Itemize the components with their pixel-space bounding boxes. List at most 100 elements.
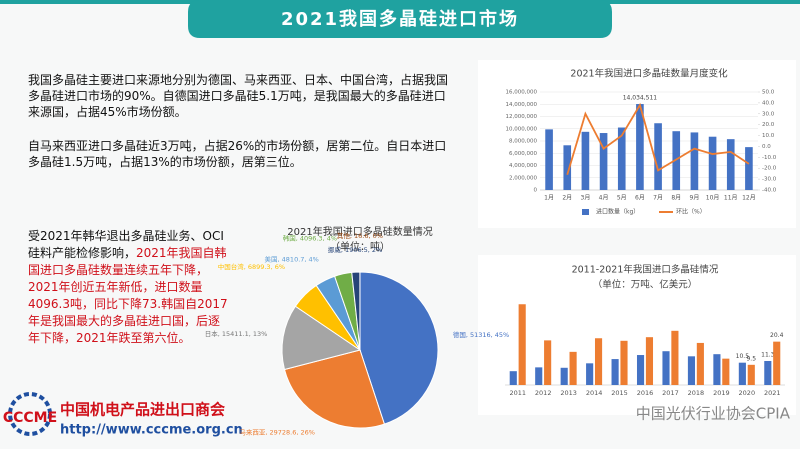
data-label: 德国, 51316, 45% — [453, 330, 509, 339]
logo-gear — [8, 392, 52, 436]
paragraph: 受2021年韩华退出多晶硅业务、OCI硅料产能检修影响，2021年我国自韩国进口… — [28, 228, 230, 347]
bar — [687, 356, 696, 385]
data-label: 韩国, 4096.3, 4% — [283, 234, 337, 243]
highlight-text: 2021年我国自韩国进口多晶硅数量连续五年下降，2021年创近五年新低，进口数量… — [28, 246, 228, 345]
chart-subtitle: （单位：吨） — [330, 240, 390, 253]
x-tick-label: 2月 — [562, 195, 572, 202]
bar — [764, 360, 772, 385]
data-label: 挪威, 1906.5, 2% — [328, 245, 382, 254]
bar — [654, 123, 662, 190]
bar — [738, 362, 746, 385]
x-tick-label: 2013 — [560, 389, 577, 397]
x-tick-label: 2021 — [764, 389, 781, 397]
x-tick-label: 2011 — [509, 389, 526, 397]
x-tick-label: 2014 — [586, 389, 603, 397]
bar — [713, 354, 721, 385]
x-tick-label: 7月 — [653, 195, 663, 202]
bar — [690, 132, 699, 190]
bar — [560, 367, 568, 385]
bar — [617, 127, 626, 190]
x-tick-label: 6月 — [635, 195, 645, 202]
x-tick-label: 2020 — [739, 389, 756, 397]
data-label: 9.5 — [746, 355, 756, 362]
paragraph: 自马来西亚进口多晶硅近3万吨，占据26%的市场份额，居第二位。自日本进口多晶硅1… — [28, 139, 447, 169]
bar — [544, 340, 552, 385]
data-label: 马来西亚, 29728.6, 26% — [239, 428, 315, 436]
x-tick-label: 3月 — [581, 195, 591, 202]
bar — [535, 367, 543, 385]
logo: CCCME 中国机电产品进出口商会 http://www.cccme.org.c… — [3, 392, 243, 438]
chart-title: 2021年我国进口多晶硅数量月度变化 — [570, 68, 728, 80]
bar — [645, 337, 654, 385]
x-tick-label: 2018 — [688, 389, 705, 397]
x-tick-label: 8月 — [671, 195, 681, 202]
x-tick-label: 1月 — [544, 195, 554, 202]
y-tick-label: 14,000,000 — [506, 102, 538, 108]
bar — [671, 330, 679, 385]
y-tick-label: 4,000,000 — [509, 163, 537, 169]
chart-subtitle: （单位：万吨、亿美元） — [593, 279, 698, 291]
bar — [773, 341, 781, 385]
x-tick-label: 9月 — [690, 195, 700, 202]
chart-title: 2021年我国进口多晶硅数量情况 — [287, 225, 432, 238]
y2-tick-label: 50.0 — [762, 90, 775, 96]
y2-tick-label: 0.0 — [762, 144, 771, 150]
y2-tick-label: 20.0 — [762, 122, 775, 128]
data-label: 20.4 — [770, 332, 784, 339]
pie-slice — [359, 271, 439, 425]
y-tick-label: 12,000,000 — [506, 114, 538, 120]
legend-label: 进口数量（kg） — [596, 208, 639, 216]
y2-tick-label: -10.0 — [762, 155, 777, 161]
data-label: 11.3 — [761, 351, 775, 358]
x-tick-label: 2015 — [611, 389, 628, 397]
x-tick-label: 4月 — [599, 195, 609, 202]
bar — [636, 355, 645, 385]
logo-abbr: CCCME — [3, 410, 57, 426]
paragraph: 我国多晶硅主要进口来源地分别为德国、马来西亚、日本、中国台湾，占据我国多晶硅进口… — [28, 73, 449, 119]
y-tick-label: 0 — [534, 188, 538, 194]
bar — [611, 359, 619, 385]
x-tick-label: 5月 — [617, 195, 627, 202]
bar — [586, 363, 594, 385]
y-tick-label: 6,000,000 — [509, 151, 537, 157]
data-label: 日本, 15411.1, 13% — [205, 329, 268, 338]
bar — [545, 129, 553, 190]
bar — [581, 131, 590, 190]
data-label: 美国, 4810.7, 4% — [265, 255, 319, 264]
legend-swatch — [582, 209, 589, 215]
data-label: 中国台湾, 6899.3, 6% — [218, 262, 285, 271]
bar — [662, 351, 670, 385]
x-tick-label: 2019 — [713, 389, 730, 397]
x-tick-label: 10月 — [706, 195, 720, 202]
header-title: 2021我国多晶硅进口市场 — [281, 8, 519, 30]
legend-label: 环比（%） — [676, 208, 706, 216]
logo-name: 中国机电产品进出口商会 — [60, 401, 225, 419]
x-tick-label: 11月 — [724, 195, 738, 202]
x-tick-label: 12月 — [742, 195, 756, 202]
bar — [745, 147, 753, 190]
bar — [518, 304, 526, 385]
watermark: 中国光伏行业协会CPIA — [636, 405, 791, 423]
bar — [509, 371, 517, 385]
bar — [594, 338, 603, 385]
y2-tick-label: 30.0 — [762, 111, 775, 117]
y-tick-label: 8,000,000 — [509, 139, 537, 145]
y2-tick-label: 40.0 — [762, 100, 775, 106]
bar — [708, 136, 717, 190]
bar — [722, 358, 730, 385]
bar — [696, 342, 704, 385]
x-tick-label: 2012 — [535, 389, 552, 397]
x-tick-label: 2016 — [637, 389, 654, 397]
chart-title: 2011-2021年我国进口多晶硅情况 — [572, 264, 719, 276]
paragraph-text: 受2021年韩华退出多晶硅业务、OCI硅料产能检修影响， — [28, 229, 224, 260]
x-tick-label: 2017 — [662, 389, 679, 397]
chart-panel — [478, 255, 796, 415]
bar — [636, 104, 644, 190]
bar — [620, 340, 628, 385]
data-label: 10.5 — [736, 353, 750, 360]
line — [566, 102, 750, 176]
y-tick-label: 10,000,000 — [506, 126, 538, 132]
y2-tick-label: -20.0 — [762, 166, 777, 172]
